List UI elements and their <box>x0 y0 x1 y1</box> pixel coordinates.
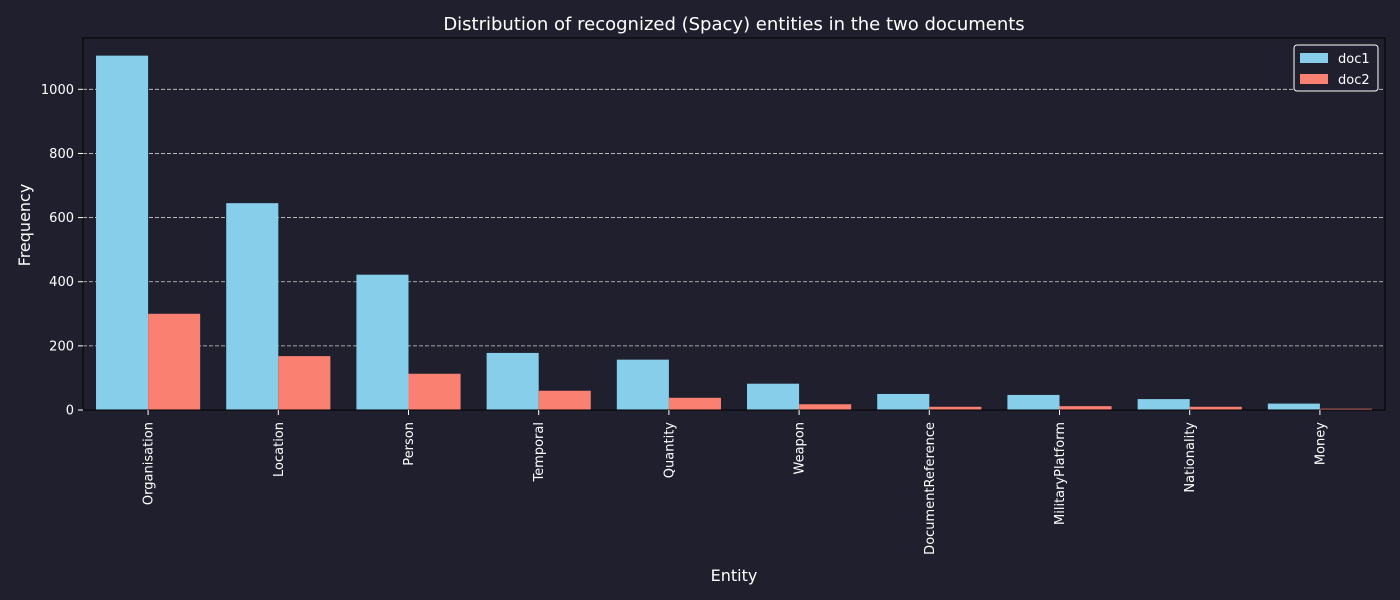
bar-doc2-money <box>1319 408 1372 410</box>
y-tick-label: 1000 <box>41 83 74 98</box>
bar-doc2-temporal <box>538 390 591 410</box>
bar-doc1-location <box>226 203 279 410</box>
bar-doc2-militaryplatform <box>1059 406 1112 410</box>
plot-frame <box>82 37 1386 411</box>
chart-title: Distribution of recognized (Spacy) entit… <box>443 14 1024 35</box>
legend-swatch-doc2 <box>1300 74 1328 84</box>
y-tick-label: 800 <box>49 147 74 162</box>
bar-doc1-temporal <box>486 352 539 410</box>
y-tick-label: 600 <box>49 211 74 226</box>
bar-doc1-quantity <box>616 359 669 410</box>
x-axis-ticks: Organisation Location Person Temporal Quanti… <box>142 410 1328 555</box>
bar-doc2-nationality <box>1189 406 1242 410</box>
legend-label-doc1: doc1 <box>1338 52 1370 67</box>
x-tick-label: Organisation <box>142 422 157 505</box>
x-tick-label: Person <box>402 422 417 466</box>
bar-doc2-location <box>278 356 331 410</box>
bar-doc2-quantity <box>668 397 721 410</box>
bar-doc1-nationality <box>1137 399 1190 410</box>
x-tick-label: Money <box>1313 422 1328 465</box>
legend: doc1 doc2 <box>1293 44 1379 92</box>
legend-swatch-doc1 <box>1300 53 1328 63</box>
legend-label-doc2: doc2 <box>1338 73 1370 88</box>
bar-doc2-organisation <box>148 313 201 410</box>
bars <box>96 55 1372 410</box>
x-axis-label: Entity <box>711 566 758 585</box>
y-tick-label: 400 <box>49 275 74 290</box>
x-tick-label: MilitaryPlatform <box>1053 422 1068 525</box>
bar-doc1-documentreference <box>877 393 930 410</box>
y-tick-label: 200 <box>49 339 74 354</box>
y-axis-label: Frequency <box>15 184 34 267</box>
bar-doc2-documentreference <box>929 406 982 410</box>
x-tick-label: Weapon <box>793 422 808 475</box>
bar-doc2-person <box>408 373 461 410</box>
bar-doc1-person <box>356 274 409 410</box>
x-tick-label: Temporal <box>532 422 547 483</box>
bar-doc2-weapon <box>799 404 852 410</box>
bar-doc1-militaryplatform <box>1007 394 1060 410</box>
y-axis-ticks: 0 200 400 600 800 1000 <box>41 83 83 419</box>
bar-doc1-money <box>1267 403 1320 410</box>
x-tick-label: Quantity <box>662 422 677 478</box>
bar-doc1-weapon <box>747 383 800 410</box>
x-tick-label: Location <box>272 422 287 477</box>
x-tick-label: Nationality <box>1183 422 1198 493</box>
y-tick-label: 0 <box>66 404 74 419</box>
x-tick-label: DocumentReference <box>923 422 938 555</box>
bar-doc1-organisation <box>96 55 149 410</box>
